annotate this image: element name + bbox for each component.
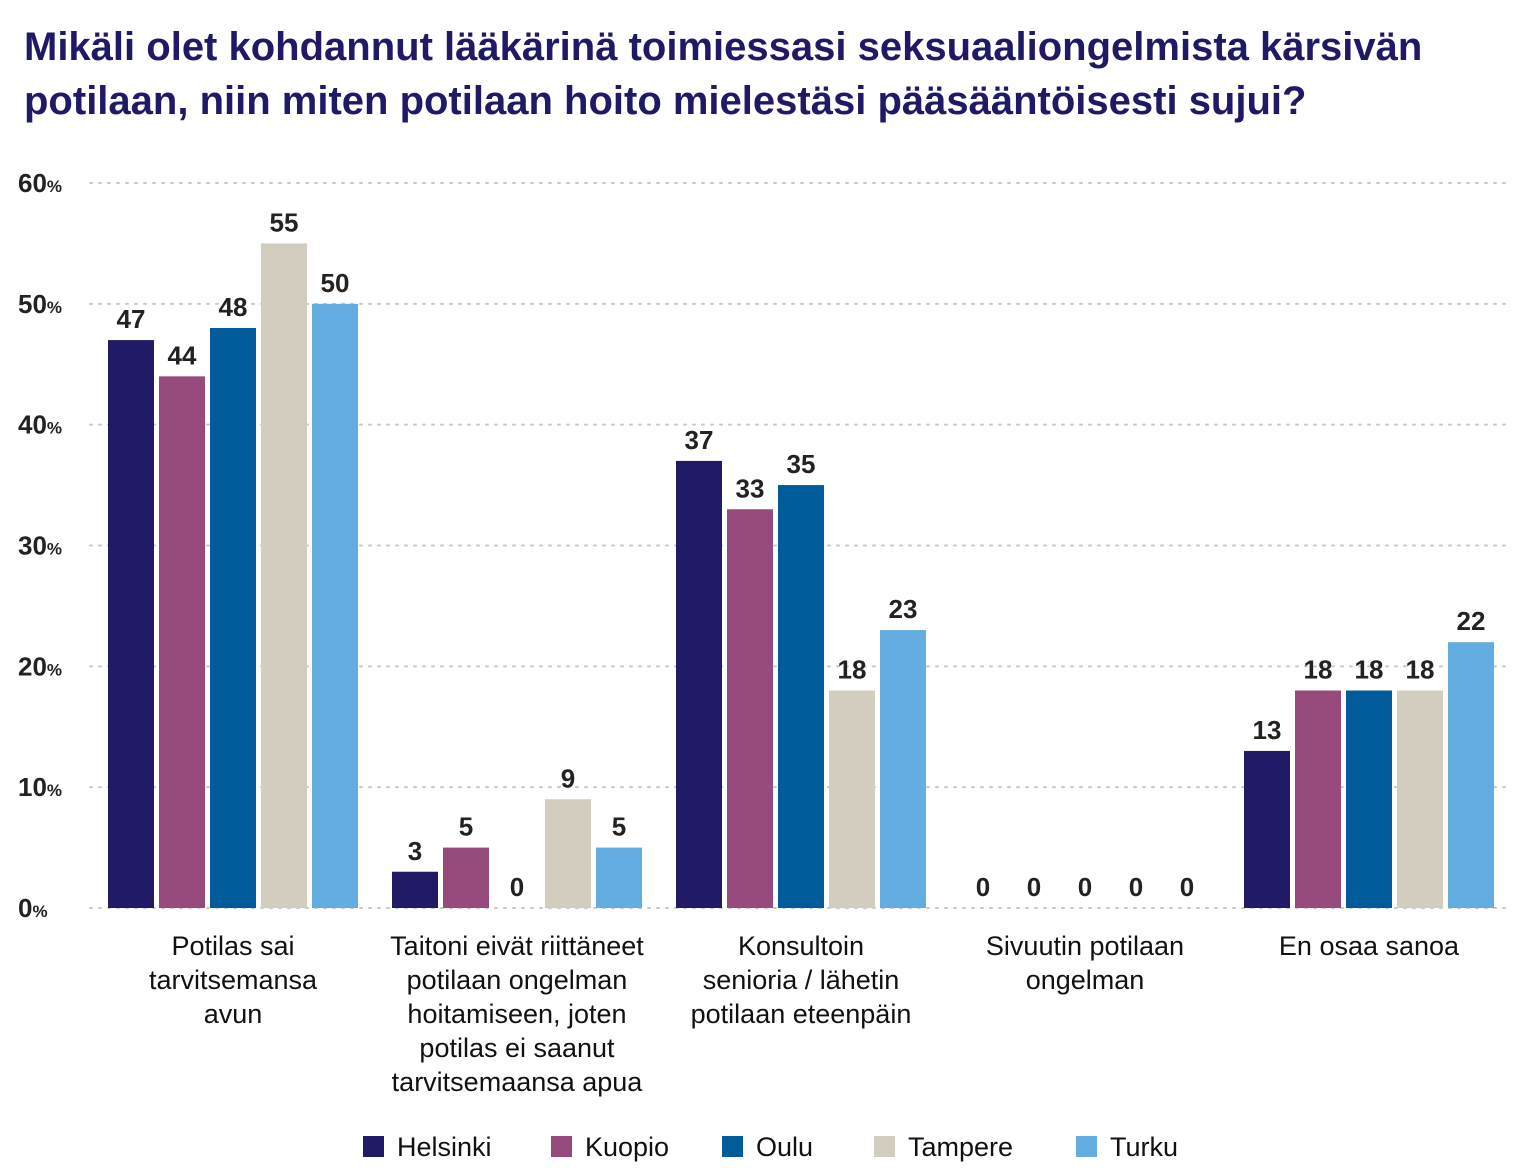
bar-oulu-0 xyxy=(210,328,256,908)
y-tick-label-2: 20% xyxy=(18,651,62,681)
y-tick-label-0: 0% xyxy=(18,893,48,923)
data-label-turku-2: 23 xyxy=(889,594,918,624)
bar-helsinki-4 xyxy=(1244,750,1290,908)
x-category-label-0: Potilas sai tarvitsemansa avun xyxy=(149,931,318,1029)
data-label-oulu-1: 0 xyxy=(510,872,524,902)
bar-tampere-2 xyxy=(829,690,875,908)
legend-label-tampere: Tampere xyxy=(908,1132,1013,1162)
bar-kuopio-0 xyxy=(159,376,205,908)
data-label-oulu-4: 18 xyxy=(1355,655,1384,685)
y-tick-label-4: 40% xyxy=(18,410,62,440)
legend: Helsinki Kuopio Oulu Tampere Turku xyxy=(363,1132,1178,1162)
legend-item-turku: Turku xyxy=(1076,1132,1178,1162)
bar-helsinki-2 xyxy=(676,460,722,908)
data-label-kuopio-2: 33 xyxy=(736,473,765,503)
bars xyxy=(108,243,1494,908)
legend-label-turku: Turku xyxy=(1110,1132,1178,1162)
data-label-turku-3: 0 xyxy=(1180,872,1194,902)
legend-label-helsinki: Helsinki xyxy=(397,1132,492,1162)
x-category-label-3: Sivuutin potilaan ongelman xyxy=(986,931,1184,995)
data-label-helsinki-3: 0 xyxy=(976,872,990,902)
data-label-helsinki-1: 3 xyxy=(408,836,422,866)
x-category-label-4: En osaa sanoa xyxy=(1279,931,1460,961)
data-label-kuopio-4: 18 xyxy=(1304,655,1333,685)
bar-turku-4 xyxy=(1448,642,1494,908)
data-label-helsinki-0: 47 xyxy=(117,304,146,334)
data-label-kuopio-1: 5 xyxy=(459,812,473,842)
bar-turku-0 xyxy=(312,303,358,908)
bar-turku-2 xyxy=(880,630,926,908)
data-label-tampere-0: 55 xyxy=(270,207,299,237)
bar-kuopio-2 xyxy=(727,509,773,908)
data-label-oulu-0: 48 xyxy=(219,292,248,322)
y-tick-label-6: 60% xyxy=(18,168,62,198)
bar-turku-1 xyxy=(596,847,642,908)
data-label-tampere-4: 18 xyxy=(1406,655,1435,685)
bar-oulu-2 xyxy=(778,485,824,908)
data-label-turku-1: 5 xyxy=(612,812,626,842)
legend-item-tampere: Tampere xyxy=(874,1132,1013,1162)
y-tick-label-1: 10% xyxy=(18,772,62,802)
bar-tampere-4 xyxy=(1397,690,1443,908)
bar-oulu-4 xyxy=(1346,690,1392,908)
y-tick-label-5: 50% xyxy=(18,289,62,319)
legend-swatch-helsinki xyxy=(363,1136,384,1157)
legend-swatch-turku xyxy=(1076,1136,1097,1157)
legend-swatch-tampere xyxy=(874,1136,895,1157)
data-label-helsinki-4: 13 xyxy=(1253,715,1282,745)
data-label-kuopio-0: 44 xyxy=(168,340,197,370)
data-label-tampere-1: 9 xyxy=(561,763,575,793)
data-label-tampere-3: 0 xyxy=(1129,872,1143,902)
bar-tampere-1 xyxy=(545,799,591,908)
data-label-tampere-2: 18 xyxy=(838,655,867,685)
legend-label-kuopio: Kuopio xyxy=(585,1132,669,1162)
x-category-label-1: Taitoni eivät riittäneet potilaan ongelma… xyxy=(390,931,644,1097)
legend-swatch-oulu xyxy=(722,1136,743,1157)
legend-swatch-kuopio xyxy=(551,1136,572,1157)
data-label-helsinki-2: 37 xyxy=(685,425,714,455)
bar-tampere-0 xyxy=(261,243,307,908)
y-axis: 0% 10% 20% 30% 40% 50% 60% xyxy=(18,168,62,923)
legend-item-kuopio: Kuopio xyxy=(551,1132,669,1162)
x-axis-categories: Potilas sai tarvitsemansa avun Taitoni eivä… xyxy=(149,931,1460,1097)
x-category-label-2: Konsultoin senioria / lähetin potilaan ete… xyxy=(691,931,912,1029)
bar-kuopio-4 xyxy=(1295,690,1341,908)
data-label-turku-0: 50 xyxy=(321,268,350,298)
legend-item-oulu: Oulu xyxy=(722,1132,813,1162)
bar-kuopio-1 xyxy=(443,847,489,908)
chart-title: Mikäli olet kohdannut lääkärinä toimiess… xyxy=(24,25,1423,123)
data-label-turku-4: 22 xyxy=(1457,606,1486,636)
bar-helsinki-0 xyxy=(108,340,154,908)
data-label-oulu-2: 35 xyxy=(787,449,816,479)
legend-label-oulu: Oulu xyxy=(756,1132,813,1162)
y-tick-label-3: 30% xyxy=(18,531,62,561)
data-label-kuopio-3: 0 xyxy=(1027,872,1041,902)
legend-item-helsinki: Helsinki xyxy=(363,1132,492,1162)
data-label-oulu-3: 0 xyxy=(1078,872,1092,902)
bar-helsinki-1 xyxy=(392,871,438,908)
